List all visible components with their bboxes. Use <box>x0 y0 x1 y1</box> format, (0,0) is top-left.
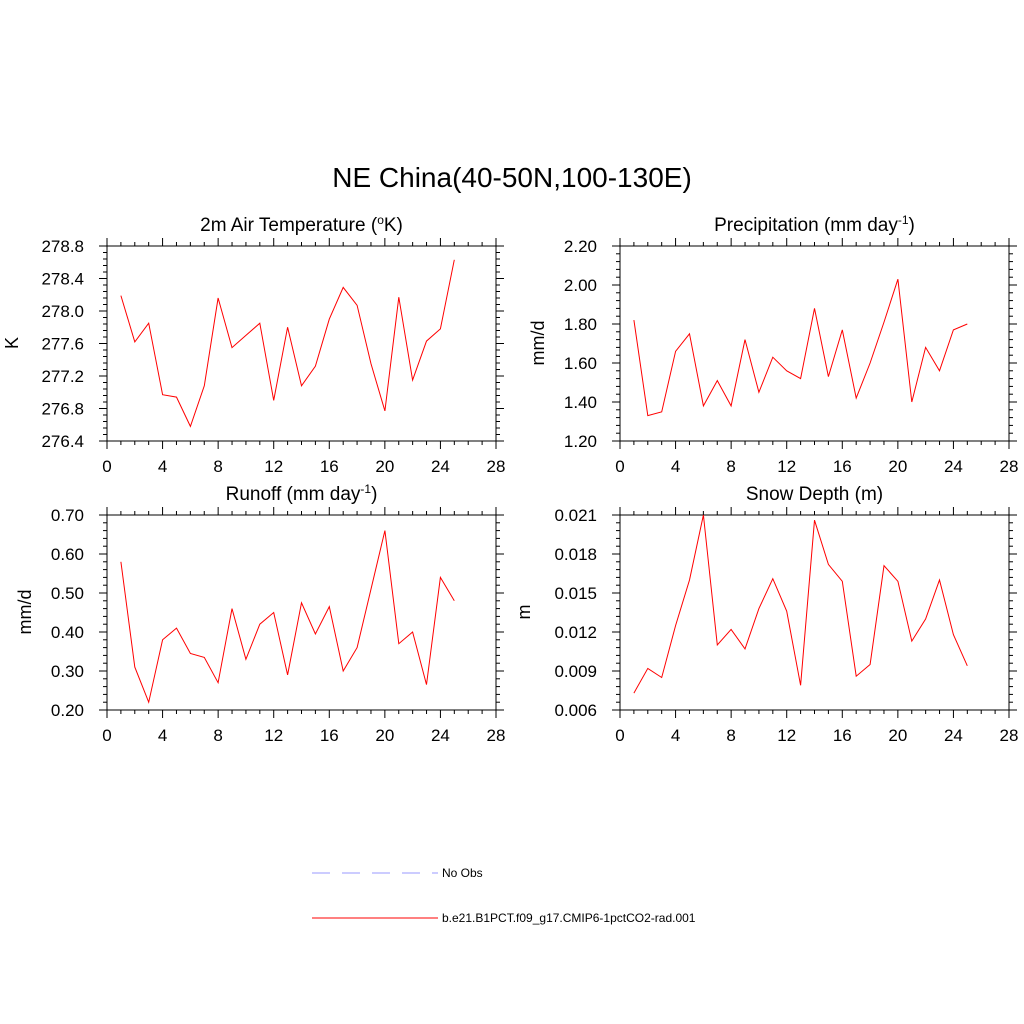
x-tick-label: 20 <box>888 726 907 745</box>
y-axis-label: m <box>514 605 534 620</box>
x-tick-label: 8 <box>726 726 735 745</box>
y-tick-label: 0.006 <box>554 701 597 720</box>
y-tick-label: 278.4 <box>41 270 84 289</box>
legend-label-no-obs: No Obs <box>442 866 483 880</box>
x-tick-label: 16 <box>320 726 339 745</box>
x-tick-label: 12 <box>777 457 796 476</box>
plot-frame <box>106 245 497 442</box>
y-tick-label: 276.4 <box>41 432 84 451</box>
main-title: NE China(40-50N,100-130E) <box>332 162 692 193</box>
y-tick-label: 0.20 <box>51 701 84 720</box>
x-tick-label: 12 <box>264 726 283 745</box>
panel-title: Snow Depth (m) <box>746 484 883 505</box>
y-tick-label: 278.8 <box>41 237 84 256</box>
x-tick-label: 0 <box>102 726 111 745</box>
y-tick-label: 1.80 <box>564 315 597 334</box>
series-line <box>120 530 455 704</box>
x-tick-label: 16 <box>320 457 339 476</box>
x-tick-label: 4 <box>158 726 167 745</box>
x-tick-label: 24 <box>944 457 963 476</box>
y-tick-label: 0.015 <box>554 584 597 603</box>
x-tick-label: 20 <box>375 457 394 476</box>
y-tick-label: 0.018 <box>554 545 597 564</box>
x-tick-label: 8 <box>213 457 222 476</box>
y-tick-label: 0.50 <box>51 584 84 603</box>
x-tick-label: 20 <box>375 726 394 745</box>
legend-label-model: b.e21.B1PCT.f09_g17.CMIP6-1pctCO2-rad.00… <box>442 911 696 925</box>
x-tick-label: 28 <box>1000 457 1019 476</box>
legend: No Obs b.e21.B1PCT.f09_g17.CMIP6-1pctCO2-… <box>312 866 696 925</box>
y-tick-label: 276.8 <box>41 400 84 419</box>
y-tick-label: 1.60 <box>564 354 597 373</box>
x-tick-label: 12 <box>777 726 796 745</box>
x-tick-label: 0 <box>102 457 111 476</box>
plot-frame <box>619 514 1010 711</box>
plot-frame <box>106 514 497 711</box>
panel-4: 0 4 8 12 16 20 24 28 0.006 0.009 0.012 0.015 0.018 0.… <box>514 484 1018 745</box>
panel-3: 0 4 8 12 16 20 24 28 0.20 0.30 0.40 0.50 0.60 0.70 Run… <box>15 482 505 745</box>
panel-1: 0 4 8 12 16 20 24 28 276.4 276.8 277.2 277.6 278.0 27… <box>2 213 505 476</box>
y-tick-label: 0.021 <box>554 506 597 525</box>
x-tick-label: 20 <box>888 457 907 476</box>
panel-2: 0 4 8 12 16 20 24 28 1.20 1.40 1.60 1.80 2.00 2.20 Pre… <box>528 213 1018 476</box>
x-tick-label: 0 <box>615 726 624 745</box>
y-tick-label: 0.012 <box>554 623 597 642</box>
x-tick-label: 24 <box>944 726 963 745</box>
x-tick-label: 12 <box>264 457 283 476</box>
y-tick-label: 2.00 <box>564 276 597 295</box>
y-tick-label: 2.20 <box>564 237 597 256</box>
x-tick-label: 8 <box>213 726 222 745</box>
x-tick-label: 4 <box>671 457 680 476</box>
series-line <box>633 279 968 417</box>
y-tick-label: 277.2 <box>41 367 84 386</box>
y-axis-label: mm/d <box>15 590 35 635</box>
series-line <box>633 514 968 694</box>
x-tick-label: 28 <box>487 457 506 476</box>
x-tick-label: 4 <box>671 726 680 745</box>
y-tick-label: 0.60 <box>51 545 84 564</box>
y-tick-label: 1.40 <box>564 393 597 412</box>
y-axis-label: K <box>2 337 22 349</box>
y-tick-label: 1.20 <box>564 432 597 451</box>
y-tick-label: 277.6 <box>41 335 84 354</box>
x-tick-label: 28 <box>1000 726 1019 745</box>
x-tick-label: 0 <box>615 457 624 476</box>
x-tick-label: 24 <box>431 726 450 745</box>
plot-frame <box>619 245 1010 442</box>
y-axis-label: mm/d <box>528 321 548 366</box>
panel-title: Runoff (mm day-1) <box>226 482 378 505</box>
panel-title: 2m Air Temperature (oK) <box>200 213 403 236</box>
x-tick-label: 16 <box>833 726 852 745</box>
y-tick-label: 0.009 <box>554 662 597 681</box>
series-line <box>120 259 455 428</box>
y-tick-label: 0.30 <box>51 662 84 681</box>
x-tick-label: 28 <box>487 726 506 745</box>
y-tick-label: 278.0 <box>41 302 84 321</box>
x-tick-label: 16 <box>833 457 852 476</box>
y-tick-label: 0.40 <box>51 623 84 642</box>
x-tick-label: 24 <box>431 457 450 476</box>
y-tick-label: 0.70 <box>51 506 84 525</box>
panel-title: Precipitation (mm day-1) <box>714 213 915 236</box>
x-tick-label: 8 <box>726 457 735 476</box>
x-tick-label: 4 <box>158 457 167 476</box>
